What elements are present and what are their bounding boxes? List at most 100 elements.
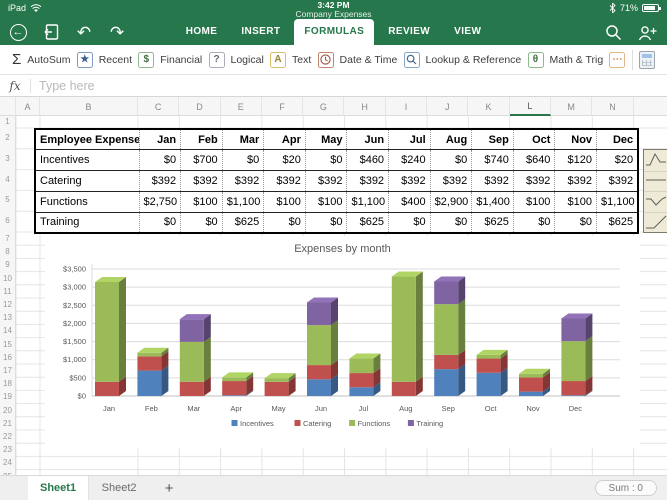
value-cell[interactable]: $640 <box>513 150 555 171</box>
value-cell[interactable]: $1,100 <box>347 191 389 212</box>
value-cell[interactable]: $0 <box>430 212 472 233</box>
month-header-cell[interactable]: Sep <box>472 129 514 150</box>
month-header-cell[interactable]: Aug <box>430 129 472 150</box>
value-cell[interactable]: $392 <box>305 171 347 192</box>
tab-home[interactable]: HOME <box>176 19 228 45</box>
sheet-tab-sheet2[interactable]: Sheet2 <box>89 476 149 500</box>
value-cell[interactable]: $0 <box>181 212 223 233</box>
value-cell[interactable]: $740 <box>472 150 514 171</box>
row-header-23[interactable]: 23 <box>0 443 15 456</box>
expenses-table[interactable]: Employee ExpensesJanFebMarAprMayJunJulAu… <box>34 128 638 234</box>
value-cell[interactable]: $100 <box>305 191 347 212</box>
row-header-8[interactable]: 8 <box>0 245 15 258</box>
column-header-B[interactable]: B <box>40 97 138 116</box>
value-cell[interactable]: $120 <box>555 150 597 171</box>
spreadsheet-grid[interactable]: 1234567891011121314151617181920212223242… <box>0 116 667 475</box>
category-cell[interactable]: Training <box>35 212 139 233</box>
value-cell[interactable]: $20 <box>597 150 639 171</box>
value-cell[interactable]: $625 <box>347 212 389 233</box>
expenses-chart[interactable]: Expenses by month$0$500$1,000$1,500$2,00… <box>45 236 640 448</box>
value-cell[interactable]: $1,100 <box>222 191 264 212</box>
value-cell[interactable]: $460 <box>347 150 389 171</box>
category-cell[interactable]: Catering <box>35 171 139 192</box>
row-header-4[interactable]: 4 <box>0 170 15 191</box>
category-cell[interactable]: Functions <box>35 191 139 212</box>
value-cell[interactable]: $240 <box>389 150 431 171</box>
value-cell[interactable]: $100 <box>555 191 597 212</box>
row-header-15[interactable]: 15 <box>0 338 15 351</box>
value-cell[interactable]: $0 <box>305 150 347 171</box>
sum-badge[interactable]: Sum : 0 <box>595 480 657 496</box>
column-header-N[interactable]: N <box>592 97 633 116</box>
value-cell[interactable]: $392 <box>139 171 181 192</box>
redo-button[interactable]: ↷ <box>107 23 127 43</box>
value-cell[interactable]: $100 <box>181 191 223 212</box>
row-header-2[interactable]: 2 <box>0 128 15 149</box>
row-header-6[interactable]: 6 <box>0 211 15 232</box>
column-header-A[interactable]: A <box>16 97 40 116</box>
value-cell[interactable]: $625 <box>472 212 514 233</box>
value-cell[interactable]: $2,750 <box>139 191 181 212</box>
row-header-24[interactable]: 24 <box>0 456 15 469</box>
value-cell[interactable]: $1,100 <box>597 191 639 212</box>
row-header-20[interactable]: 20 <box>0 404 15 417</box>
value-cell[interactable]: $392 <box>472 171 514 192</box>
row-header-5[interactable]: 5 <box>0 190 15 211</box>
column-header-M[interactable]: M <box>551 97 592 116</box>
row-header-17[interactable]: 17 <box>0 364 15 377</box>
file-button[interactable] <box>41 23 61 43</box>
value-cell[interactable]: $392 <box>181 171 223 192</box>
recent-button[interactable]: ★Recent <box>77 52 132 68</box>
more-button[interactable]: ⋯ <box>609 52 625 68</box>
value-cell[interactable]: $392 <box>389 171 431 192</box>
month-header-cell[interactable]: Oct <box>513 129 555 150</box>
value-cell[interactable]: $392 <box>555 171 597 192</box>
tab-review[interactable]: REVIEW <box>378 19 440 45</box>
value-cell[interactable]: $100 <box>264 191 306 212</box>
row-header-12[interactable]: 12 <box>0 298 15 311</box>
autosum-button[interactable]: ΣAutoSum <box>12 51 70 68</box>
column-header-F[interactable]: F <box>262 97 303 116</box>
table-title-cell[interactable]: Employee Expenses <box>35 129 139 150</box>
share-person-icon[interactable] <box>638 25 657 46</box>
value-cell[interactable]: $625 <box>597 212 639 233</box>
sparkline-column[interactable] <box>643 149 667 233</box>
row-header-7[interactable]: 7 <box>0 232 15 245</box>
search-icon[interactable] <box>605 24 622 46</box>
value-cell[interactable]: $392 <box>513 171 555 192</box>
value-cell[interactable]: $0 <box>222 150 264 171</box>
value-cell[interactable]: $700 <box>181 150 223 171</box>
row-header-9[interactable]: 9 <box>0 258 15 271</box>
value-cell[interactable]: $100 <box>513 191 555 212</box>
value-cell[interactable]: $0 <box>264 212 306 233</box>
value-cell[interactable]: $392 <box>430 171 472 192</box>
tab-formulas[interactable]: FORMULAS <box>294 19 374 45</box>
row-header-19[interactable]: 19 <box>0 390 15 403</box>
value-cell[interactable]: $0 <box>389 212 431 233</box>
value-cell[interactable]: $0 <box>430 150 472 171</box>
value-cell[interactable]: $0 <box>555 212 597 233</box>
undo-button[interactable]: ↶ <box>74 23 94 43</box>
month-header-cell[interactable]: Feb <box>181 129 223 150</box>
math-trig-button[interactable]: θMath & Trig <box>528 52 604 68</box>
value-cell[interactable]: $0 <box>513 212 555 233</box>
value-cell[interactable]: $400 <box>389 191 431 212</box>
column-header-G[interactable]: G <box>303 97 344 116</box>
value-cell[interactable]: $392 <box>597 171 639 192</box>
formula-input[interactable] <box>31 79 667 93</box>
row-header-11[interactable]: 11 <box>0 285 15 298</box>
column-header-C[interactable]: C <box>138 97 179 116</box>
logical-button[interactable]: ?Logical <box>209 52 264 68</box>
row-header-14[interactable]: 14 <box>0 324 15 337</box>
value-cell[interactable]: $0 <box>139 212 181 233</box>
month-header-cell[interactable]: Dec <box>597 129 639 150</box>
date-time-button[interactable]: Date & Time <box>318 52 398 68</box>
row-header-10[interactable]: 10 <box>0 272 15 285</box>
column-header-E[interactable]: E <box>221 97 262 116</box>
financial-button[interactable]: $Financial <box>138 52 202 68</box>
value-cell[interactable]: $1,400 <box>472 191 514 212</box>
column-header-L[interactable]: L <box>510 97 551 116</box>
month-header-cell[interactable]: Nov <box>555 129 597 150</box>
tab-insert[interactable]: INSERT <box>231 19 290 45</box>
column-header-D[interactable]: D <box>179 97 220 116</box>
